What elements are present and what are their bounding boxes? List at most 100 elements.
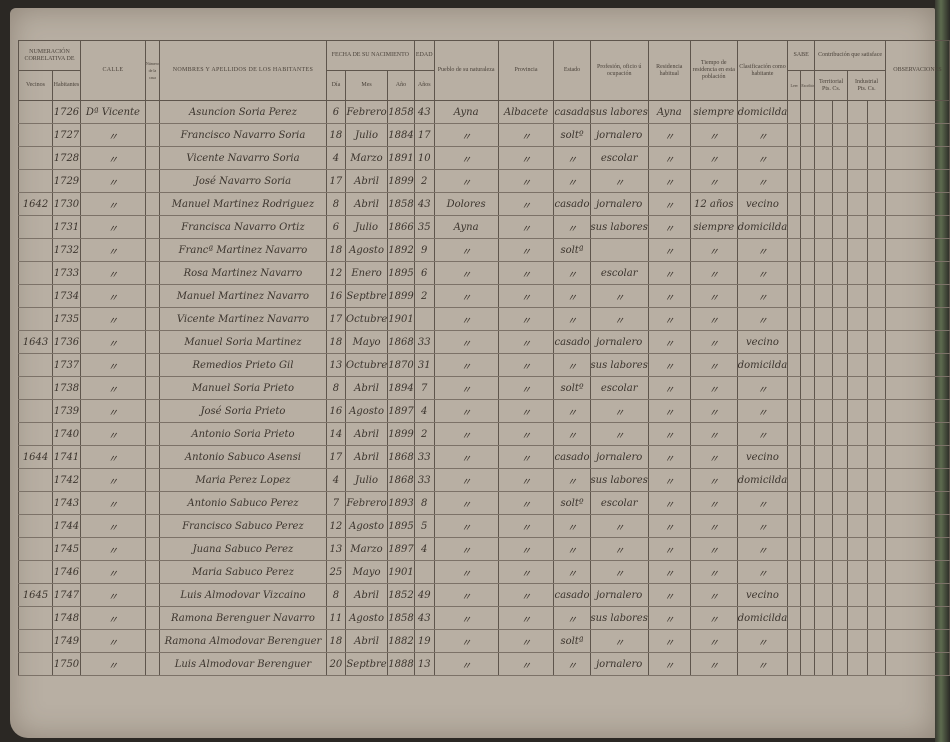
cell-tiempo: siempre (689, 100, 738, 124)
cell-habitante-number: 1736 (51, 330, 81, 354)
cell-ano: 1901 (387, 307, 415, 331)
cell-observaciones (884, 468, 950, 492)
cell-tiempo: 〃 (689, 514, 738, 538)
cell-industrial-cs (867, 376, 886, 400)
cell-estado: casado (553, 330, 591, 354)
cell-numero-casa (144, 445, 160, 469)
cell-ano: 1901 (387, 560, 415, 584)
cell-calle: 〃 (79, 422, 146, 446)
cell-ano: 1868 (387, 330, 415, 354)
cell-estado: casada (553, 100, 591, 124)
cell-residencia: 〃 (647, 307, 691, 331)
cell-vecino-number (18, 491, 53, 515)
cell-dia: 18 (325, 238, 346, 262)
cell-profesion: jornalero (589, 330, 649, 354)
cell-profesion: sus labores (589, 468, 649, 492)
cell-observaciones (884, 353, 950, 377)
cell-escribir (800, 284, 816, 308)
cell-dia: 18 (325, 123, 346, 147)
cell-territorial-cs (832, 629, 849, 653)
cell-residencia: 〃 (647, 169, 691, 193)
cell-clasificacion: vecino (736, 445, 789, 469)
header-edad: EDAD (413, 40, 435, 71)
cell-estado: soltº (553, 376, 591, 400)
cell-pueblo: 〃 (433, 468, 499, 492)
cell-nombre: Antonio Soria Prieto (158, 422, 327, 446)
cell-pueblo: Dolores (433, 192, 499, 216)
cell-leer (787, 445, 802, 469)
cell-pueblo: 〃 (433, 514, 499, 538)
cell-tiempo: 〃 (689, 468, 738, 492)
cell-residencia: 〃 (647, 445, 691, 469)
cell-pueblo: 〃 (433, 307, 499, 331)
cell-provincia: 〃 (497, 537, 555, 561)
cell-industrial-pts (847, 353, 869, 377)
table-row: 1745 〃 Juana Sabuco Perez 13 Marzo 1897 4 〃〃〃〃〃… (18, 537, 950, 561)
header-nombres: NOMBRES Y APELLIDOS DE LOS HABITANTES (158, 40, 327, 101)
cell-clasificacion: domicilda (736, 606, 789, 630)
cell-tiempo: 〃 (689, 399, 738, 423)
cell-escribir (800, 468, 816, 492)
cell-territorial-pts (814, 192, 834, 216)
cell-escribir (800, 123, 816, 147)
cell-calle: Dª Vicente (79, 100, 146, 124)
table-row: 1739 〃 José Soria Prieto 16 Agosto 1897 4 〃〃〃〃〃… (18, 399, 950, 423)
cell-mes: Abril (344, 192, 389, 216)
cell-leer (787, 399, 802, 423)
cell-residencia: 〃 (647, 192, 691, 216)
cell-territorial-cs (832, 399, 849, 423)
cell-nombre: Manuel Martinez Navarro (158, 284, 327, 308)
cell-edad: 35 (413, 215, 435, 239)
cell-estado: 〃 (553, 169, 591, 193)
header-industrial: Industrial Pts. Cs. (847, 70, 886, 101)
cell-observaciones (884, 100, 950, 124)
cell-territorial-pts (814, 537, 834, 561)
cell-leer (787, 353, 802, 377)
cell-vecino-number (18, 284, 53, 308)
cell-escribir (800, 261, 816, 285)
cell-vecino-number (18, 353, 53, 377)
cell-numero-casa (144, 238, 160, 262)
cell-residencia: 〃 (647, 606, 691, 630)
cell-calle: 〃 (79, 330, 146, 354)
cell-numero-casa (144, 422, 160, 446)
cell-habitante-number: 1750 (51, 652, 81, 676)
cell-nombre: Manuel Martinez Rodriguez (158, 192, 327, 216)
header-numeracion: NUMERACIÓN CORRELATIVA DE (18, 40, 81, 71)
cell-calle: 〃 (79, 629, 146, 653)
cell-territorial-pts (814, 606, 834, 630)
cell-mes: Septbre (344, 652, 389, 676)
cell-numero-casa (144, 123, 160, 147)
cell-habitante-number: 1734 (51, 284, 81, 308)
cell-residencia: 〃 (647, 560, 691, 584)
cell-observaciones (884, 491, 950, 515)
cell-residencia: 〃 (647, 514, 691, 538)
cell-pueblo: 〃 (433, 169, 499, 193)
cell-edad: 13 (413, 652, 435, 676)
cell-territorial-cs (832, 330, 849, 354)
cell-leer (787, 422, 802, 446)
cell-numero-casa (144, 629, 160, 653)
cell-ano: 1894 (387, 376, 415, 400)
cell-territorial-pts (814, 100, 834, 124)
header-territorial: Territorial Pts. Cs. (814, 70, 849, 101)
cell-vecino-number (18, 100, 53, 124)
cell-provincia: 〃 (497, 215, 555, 239)
cell-edad: 33 (413, 330, 435, 354)
cell-vecino-number (18, 261, 53, 285)
cell-pueblo: Ayna (433, 215, 499, 239)
table-row: 1749 〃 Ramona Almodovar Berenguer 18 Abril 18… (18, 629, 950, 653)
cell-residencia: 〃 (647, 537, 691, 561)
cell-industrial-pts (847, 399, 869, 423)
header-clasificacion: Clasificación como habitante (736, 40, 789, 101)
cell-provincia: 〃 (497, 238, 555, 262)
cell-territorial-pts (814, 491, 834, 515)
cell-estado: 〃 (553, 514, 591, 538)
table-row: 1727 〃 Francisco Navarro Soria 18 Julio 1884 1… (18, 123, 950, 147)
cell-clasificacion: 〃 (736, 491, 789, 515)
header-dia: Día (325, 70, 346, 101)
cell-tiempo: 〃 (689, 537, 738, 561)
pts-label: Pts. (822, 85, 831, 92)
cell-edad: 33 (413, 445, 435, 469)
cell-numero-casa (144, 261, 160, 285)
